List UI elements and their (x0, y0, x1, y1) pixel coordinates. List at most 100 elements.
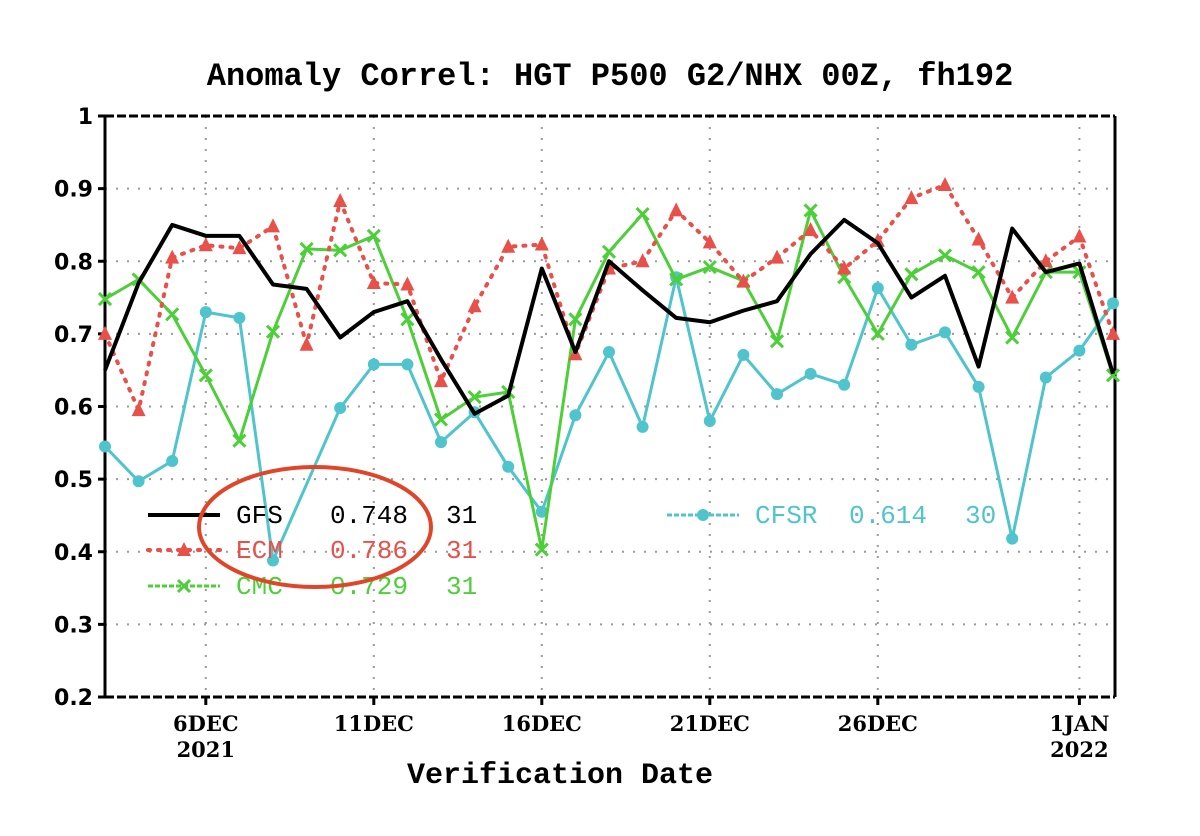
cfsr-point (502, 460, 515, 473)
ecm-point (837, 260, 852, 275)
ecm-point (971, 231, 986, 246)
y-axis-ticks: 1 0.9 0.8 0.7 0.6 0.5 0.4 0.3 0.2 (54, 105, 105, 711)
y-tick-label: 0.7 (54, 323, 93, 348)
series-group (97, 176, 1121, 567)
ecm-point (938, 176, 952, 191)
cmc-point (333, 243, 348, 258)
legend-name: ECM (236, 536, 283, 566)
x-tick-year-label: 2021 (177, 737, 235, 762)
cfsr-point (603, 346, 615, 359)
legend-mean: 0.614 (849, 501, 927, 531)
cmc-point (601, 244, 617, 259)
cmc-point (265, 324, 281, 339)
y-tick-label: 0.2 (54, 686, 93, 711)
cfsr-point (367, 358, 380, 371)
ecm-point (1072, 228, 1087, 243)
x-tick-label: 11DEC (334, 711, 414, 736)
cmc-point (568, 312, 583, 327)
x-axis-label: Verification Date (407, 759, 713, 793)
cfsr-point (267, 554, 279, 567)
grid-lines (105, 116, 1115, 697)
y-tick-label: 0.9 (54, 178, 93, 203)
cmc-point (870, 326, 885, 341)
cmc-point (1105, 368, 1121, 383)
x-tick-label: 6DEC (173, 711, 239, 736)
cfsr-point (939, 326, 951, 339)
ecm-point (467, 298, 482, 313)
legend-count: 31 (446, 501, 477, 531)
cmc-point (635, 206, 650, 222)
cmc-point (299, 241, 314, 256)
cmc-point (433, 412, 449, 427)
x-tick-label: 16DEC (502, 711, 582, 736)
series-ecm (98, 176, 1120, 417)
legend-marker (177, 542, 191, 556)
cfsr-point (703, 415, 716, 428)
cfsr-point (99, 440, 111, 453)
ecm-point (669, 202, 684, 217)
cmc-point (198, 368, 213, 383)
ecm-point (904, 190, 919, 205)
legend-entry-cfsr: CFSR 0.614 30 (667, 501, 996, 531)
ecm-point (333, 192, 348, 207)
x-tick-year-label: 2022 (1050, 737, 1108, 762)
ecm-point (534, 236, 549, 251)
ecm-point (232, 240, 247, 255)
ecm-point (98, 325, 112, 340)
y-tick-label: 1 (78, 105, 93, 130)
cfsr-point (166, 454, 179, 467)
y-tick-label: 0.4 (54, 541, 93, 566)
cfsr-point (838, 378, 851, 391)
cmc-point (904, 267, 919, 282)
ecm-point (400, 276, 415, 291)
cmc-point (702, 259, 717, 275)
y-tick-label: 0.3 (54, 613, 93, 638)
legend-count: 30 (965, 501, 996, 531)
ecm-point (501, 238, 516, 253)
cmc-point (534, 542, 549, 557)
cfsr-point (569, 409, 582, 422)
gfs-line (103, 217, 1115, 416)
cfsr-point (233, 311, 246, 324)
cmc-point (165, 307, 180, 322)
legend-name: CMC (236, 572, 283, 602)
cfsr-point (804, 367, 817, 380)
cfsr-point (1107, 297, 1119, 310)
cmc-point (400, 312, 415, 327)
cfsr-point (905, 338, 918, 351)
ecm-point (366, 275, 381, 290)
cfsr-point (771, 388, 783, 401)
y-tick-label: 0.6 (54, 396, 93, 421)
cfsr-point (972, 380, 985, 393)
ecm-point (299, 336, 314, 351)
cfsr-point (737, 348, 750, 361)
cfsr-line (103, 275, 1115, 562)
series-cmc (97, 203, 1121, 557)
ecm-point (1005, 289, 1020, 304)
ecm-line (103, 182, 1115, 413)
legend-entry-ecm: ECM 0.786 31 (146, 536, 477, 566)
cfsr-point (636, 420, 649, 433)
cmc-point (97, 291, 113, 307)
ecm-point (165, 249, 180, 264)
cmc-point (803, 203, 818, 218)
legend-count: 31 (446, 536, 477, 566)
cmc-point (971, 265, 986, 280)
legend-marker (697, 509, 709, 521)
ecm-point (770, 249, 784, 264)
cmc-point (232, 433, 247, 448)
cfsr-point (871, 282, 884, 295)
cfsr-point (199, 306, 212, 319)
ecm-point (1038, 253, 1053, 268)
ecm-point (702, 234, 717, 249)
cfsr-point (132, 475, 145, 488)
cfsr-point (435, 436, 447, 449)
x-tick-label: 21DEC (670, 711, 750, 736)
cmc-point (366, 228, 381, 243)
legend-count: 31 (446, 572, 477, 602)
legend-entry-cmc: CMC 0.729 31 (148, 572, 477, 602)
legend-mean: 0.748 (330, 501, 408, 531)
legend-name: GFS (236, 501, 283, 531)
